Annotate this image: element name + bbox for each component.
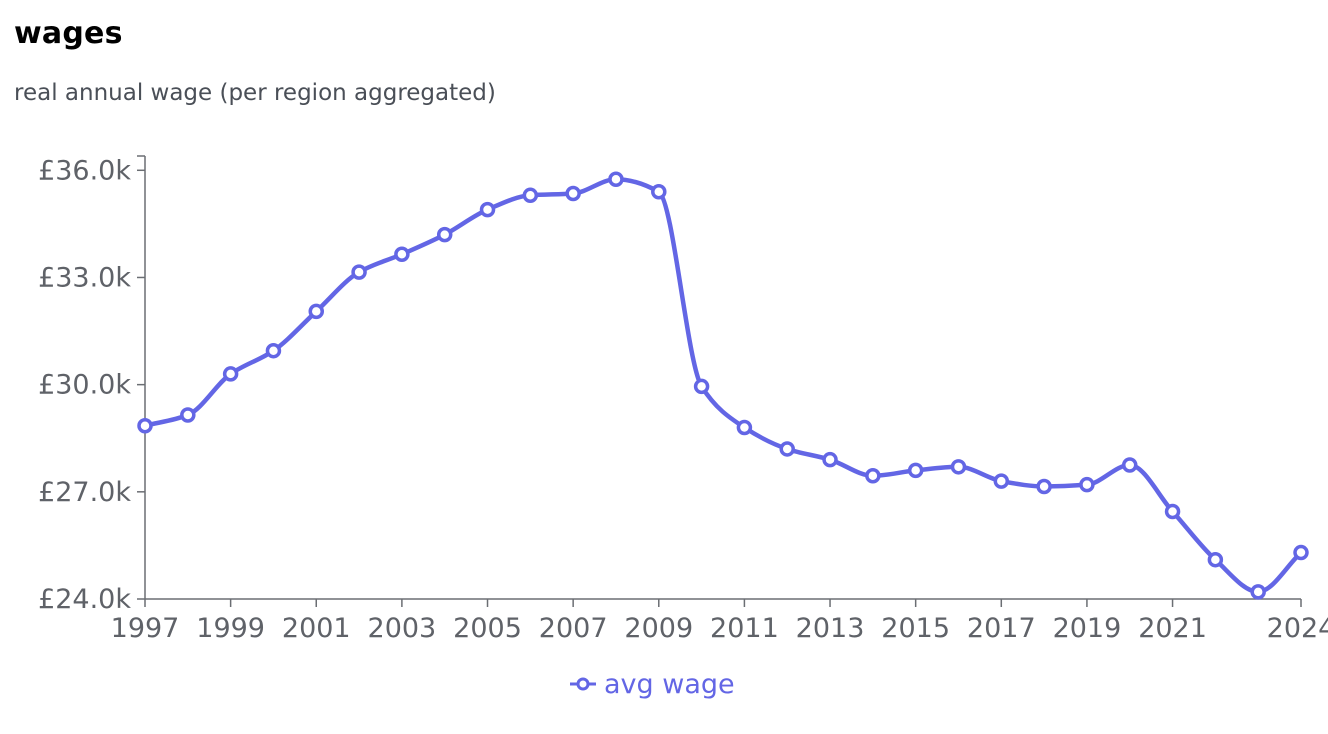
data-point[interactable] — [1164, 503, 1181, 520]
data-point[interactable] — [436, 226, 453, 243]
data-point[interactable] — [308, 303, 325, 320]
x-tick-label: 2021 — [1138, 613, 1207, 644]
legend[interactable]: avg wage — [570, 669, 735, 700]
legend-label-avg-wage[interactable]: avg wage — [604, 669, 735, 700]
x-tick-label: 2009 — [624, 613, 693, 644]
chart-subtitle: real annual wage (per region aggregated) — [14, 80, 496, 106]
x-tick-label: 1999 — [196, 613, 265, 644]
x-tick-label: 2024 — [1267, 613, 1328, 644]
x-tick-label: 2003 — [368, 613, 437, 644]
data-point[interactable] — [351, 264, 367, 280]
data-point[interactable] — [137, 417, 153, 434]
x-tick-label: 2011 — [710, 613, 779, 644]
y-tick-label: £24.0k — [38, 584, 131, 615]
data-point[interactable] — [693, 378, 710, 395]
data-point[interactable] — [1079, 476, 1095, 493]
data-point[interactable] — [180, 407, 196, 423]
data-point[interactable] — [565, 185, 581, 202]
data-point[interactable] — [822, 451, 838, 468]
data-point[interactable] — [522, 187, 539, 204]
data-point[interactable] — [736, 419, 753, 436]
data-point[interactable] — [394, 246, 410, 262]
data-point[interactable] — [1036, 478, 1052, 495]
x-tick-label: 2015 — [881, 613, 950, 644]
data-point[interactable] — [779, 441, 795, 457]
chart-title: wages — [14, 16, 123, 51]
x-tick-label: 2005 — [453, 613, 522, 644]
data-point[interactable] — [1207, 551, 1224, 568]
data-point[interactable] — [222, 366, 239, 382]
y-tick-label: £36.0k — [38, 155, 131, 186]
y-tick-label: £33.0k — [38, 262, 131, 293]
data-point[interactable] — [1293, 544, 1309, 561]
data-point[interactable] — [950, 459, 967, 475]
x-tick-label: 1997 — [111, 613, 180, 644]
x-tick-label: 2013 — [796, 613, 865, 644]
x-tick-label: 2007 — [539, 613, 608, 644]
data-point[interactable] — [479, 201, 496, 218]
data-point[interactable] — [865, 467, 881, 484]
data-point[interactable] — [608, 171, 624, 187]
data-point[interactable] — [1121, 457, 1138, 473]
x-tick-label: 2001 — [282, 613, 351, 644]
data-point[interactable] — [907, 462, 924, 479]
data-point[interactable] — [265, 342, 282, 359]
x-tick-label: 2017 — [967, 613, 1036, 644]
y-tick-label: £30.0k — [38, 370, 131, 401]
chart-axes: £24.0k £27.0k £30.0k £33.0k £36.0k 1997 1999 20… — [38, 155, 1328, 644]
series-layer — [137, 171, 1309, 600]
x-tick-label: 2019 — [1053, 613, 1122, 644]
data-point[interactable] — [651, 183, 667, 200]
legend-marker-icon — [576, 677, 590, 691]
data-point[interactable] — [1250, 584, 1266, 600]
data-point[interactable] — [993, 473, 1010, 489]
series-line-avg-wage — [142, 176, 1304, 595]
y-tick-label: £27.0k — [38, 477, 131, 508]
